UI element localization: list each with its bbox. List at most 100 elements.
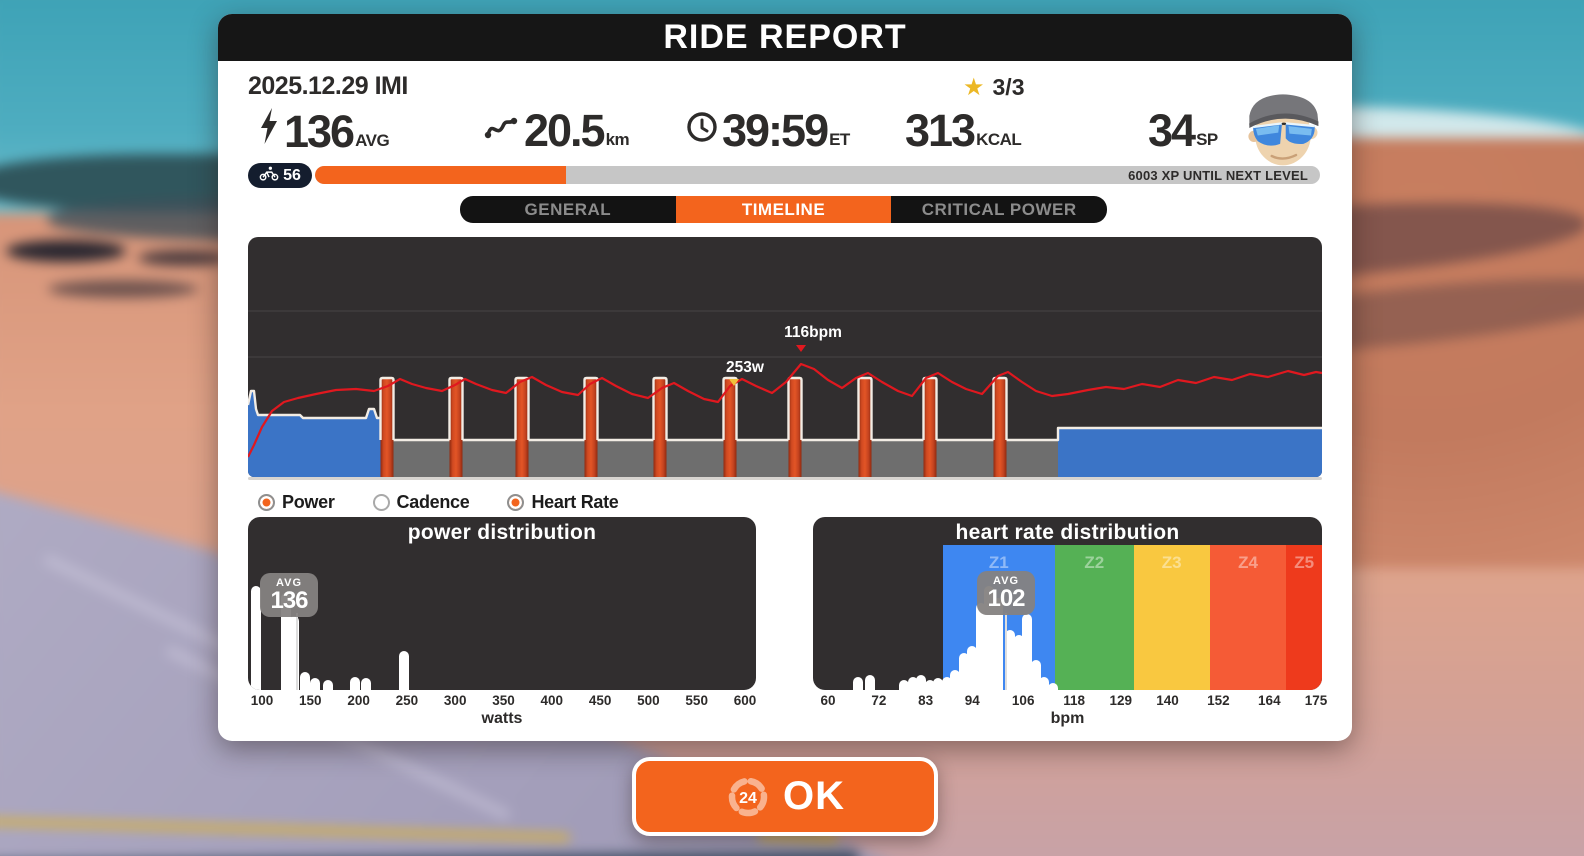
axis-tick-label: 300 bbox=[443, 693, 467, 708]
hr-zone-band-z5: Z5 bbox=[1286, 545, 1322, 690]
rocks bbox=[48, 280, 198, 298]
axis-tick-label: 129 bbox=[1109, 693, 1133, 708]
histogram-bar bbox=[1022, 614, 1033, 690]
zone-label: Z3 bbox=[1161, 553, 1182, 572]
histogram-bar bbox=[322, 680, 333, 690]
histogram-bar bbox=[299, 672, 310, 690]
histogram-bar bbox=[916, 675, 927, 690]
svg-text:116bpm: 116bpm bbox=[784, 324, 842, 341]
avatar bbox=[1240, 86, 1324, 170]
axis-tick-label: 150 bbox=[299, 693, 322, 708]
ok-button[interactable]: 24 OK bbox=[632, 757, 938, 836]
axis-tick-label: 600 bbox=[733, 693, 757, 708]
legend-label: Power bbox=[282, 491, 335, 512]
histogram-bar bbox=[251, 586, 262, 690]
stats-row: 136 AVG 20.5 km bbox=[218, 102, 1352, 166]
axis-tick-label: 94 bbox=[964, 693, 980, 708]
radio-icon bbox=[507, 493, 525, 511]
route-icon bbox=[484, 113, 520, 148]
histogram-bar bbox=[281, 593, 292, 690]
route-goal: ★ 3/3 bbox=[963, 74, 1025, 101]
zone-label: Z4 bbox=[1238, 553, 1259, 572]
series-toggles: Power Cadence Heart Rate bbox=[258, 488, 619, 516]
axis-tick-label: 175 bbox=[1304, 693, 1328, 708]
zone-label: Z5 bbox=[1294, 553, 1315, 572]
star-icon: ★ bbox=[963, 73, 985, 101]
page-title: RIDE REPORT bbox=[663, 18, 907, 56]
level-badge: 56 bbox=[248, 163, 312, 188]
axis-tick-label: 118 bbox=[1063, 693, 1085, 708]
radio-icon bbox=[372, 493, 390, 511]
zone-label: Z1 bbox=[988, 553, 1009, 572]
axis-tick-label: 164 bbox=[1258, 693, 1281, 708]
hr-axis-title: bpm bbox=[1050, 710, 1085, 727]
stat-avg-power: 136 AVG bbox=[258, 106, 390, 157]
axis-tick-label: 140 bbox=[1156, 693, 1179, 708]
axis-tick-label: 152 bbox=[1207, 693, 1230, 708]
legend-label: Cadence bbox=[396, 491, 470, 512]
stat-unit: SP bbox=[1196, 130, 1218, 149]
axis-tick-label: 83 bbox=[918, 693, 934, 708]
axis-tick-label: 200 bbox=[347, 693, 370, 708]
ride-name: 2025.12.29 IMI bbox=[248, 72, 408, 100]
countdown-timer-icon: 24 bbox=[725, 774, 771, 820]
legend-label: Heart Rate bbox=[531, 491, 619, 512]
histogram-bar bbox=[924, 680, 935, 690]
histogram-bar bbox=[1030, 660, 1041, 690]
axis-tick-label: 100 bbox=[250, 693, 274, 708]
hr-zone-band-z3: Z3 bbox=[1133, 545, 1210, 690]
histogram-bar bbox=[958, 653, 969, 690]
legend-toggle-heart-rate[interactable]: Heart Rate bbox=[507, 491, 619, 513]
histogram-bar bbox=[1039, 677, 1050, 690]
chart-title: heart rate distribution bbox=[955, 521, 1180, 544]
avg-value: 136 bbox=[270, 586, 308, 614]
hr-zone-band-z4: Z4 bbox=[1209, 545, 1287, 690]
tab-timeline[interactable]: TIMELINE bbox=[675, 196, 892, 223]
stat-value: 313 bbox=[905, 105, 976, 156]
tab-general[interactable]: GENERAL bbox=[524, 199, 612, 219]
legend-toggle-power[interactable]: Power bbox=[258, 492, 335, 513]
avg-badge: AVG 102 bbox=[977, 571, 1035, 615]
axis-tick-label: 106 bbox=[1011, 693, 1035, 708]
lightning-icon bbox=[258, 108, 280, 149]
histogram-bar bbox=[967, 646, 978, 690]
svg-text:253w: 253w bbox=[726, 359, 765, 376]
power-distribution-chart: power distribution AVG 136 bbox=[248, 517, 756, 690]
histogram-bar bbox=[399, 651, 409, 690]
axis-tick-label: 72 bbox=[871, 693, 887, 708]
avg-label: AVG bbox=[992, 574, 1020, 587]
rocks bbox=[138, 250, 228, 266]
avg-label: AVG bbox=[275, 576, 303, 589]
rocks bbox=[6, 240, 126, 262]
hr-zone-band-z2: Z2 bbox=[1055, 545, 1134, 690]
avg-marker-line bbox=[1005, 613, 1007, 690]
avg-value: 102 bbox=[987, 584, 1025, 612]
histogram-bar bbox=[361, 678, 372, 690]
clock-icon bbox=[686, 111, 718, 148]
goal-count: 3/3 bbox=[992, 74, 1025, 100]
svg-text:24: 24 bbox=[739, 790, 757, 807]
hr-x-axis: 60 72 83 94 106 118 129 140 152 164 175 bbox=[813, 693, 1327, 709]
histogram-bar bbox=[941, 677, 952, 690]
power-axis-title: watts bbox=[481, 710, 523, 727]
ok-label: OK bbox=[783, 774, 845, 818]
histogram-bar bbox=[1013, 635, 1024, 690]
tab-critical-power[interactable]: CRITICAL POWER bbox=[921, 199, 1077, 219]
histogram-bar bbox=[899, 680, 910, 690]
stat-value: 20.5 bbox=[524, 105, 606, 156]
level-value: 56 bbox=[283, 166, 301, 184]
histogram-bar bbox=[288, 616, 299, 690]
stat-elapsed-time: 39:59 ET bbox=[686, 108, 850, 153]
stat-value: 136 bbox=[284, 106, 355, 157]
axis-tick-label: 450 bbox=[588, 693, 612, 708]
dialog-header: RIDE REPORT bbox=[218, 14, 1352, 61]
stat-unit: ET bbox=[829, 130, 850, 149]
xp-progress-fill bbox=[315, 166, 567, 184]
histogram-bar bbox=[984, 586, 995, 690]
legend-toggle-cadence[interactable]: Cadence bbox=[372, 491, 470, 513]
tab-bar: GENERAL TIMELINE CRITICAL POWER bbox=[460, 196, 1107, 223]
histogram-bar bbox=[1005, 630, 1016, 690]
avg-marker-line bbox=[296, 613, 298, 690]
histogram-bar bbox=[1047, 683, 1058, 690]
